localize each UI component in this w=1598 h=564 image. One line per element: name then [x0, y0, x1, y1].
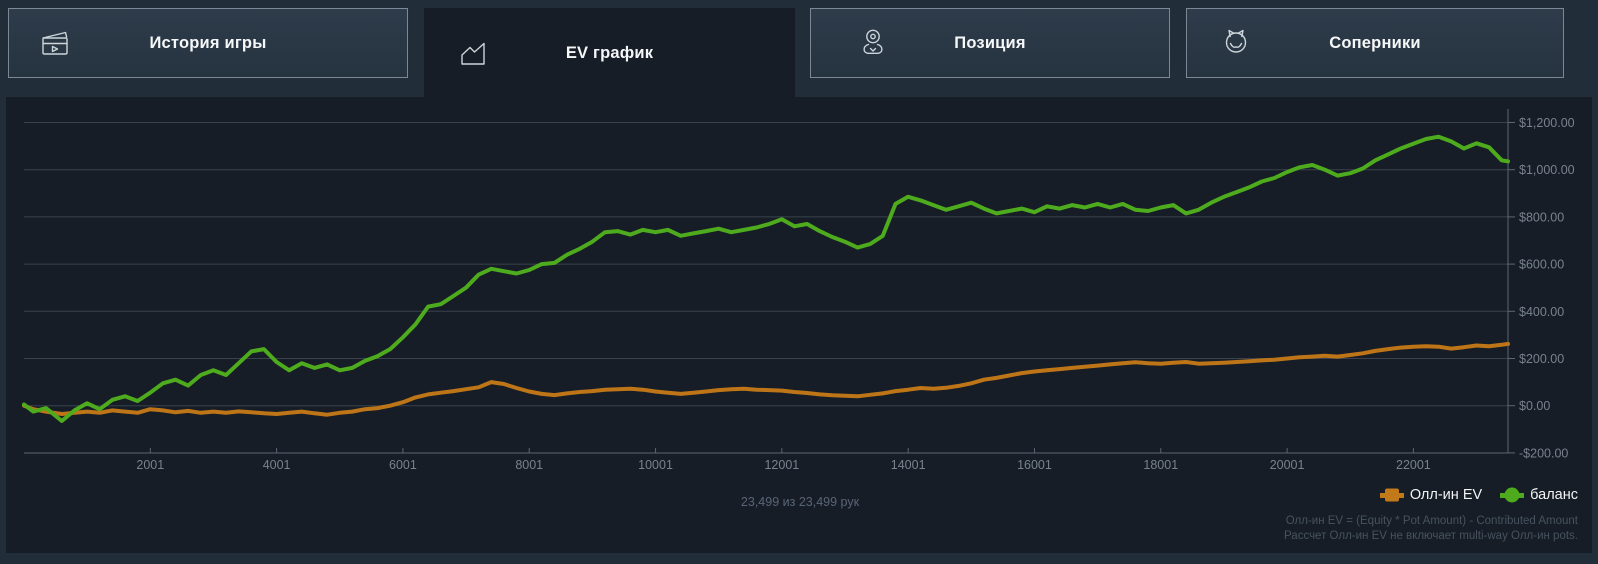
svg-text:4001: 4001 [263, 458, 291, 472]
tab-position[interactable]: Позиция [810, 8, 1170, 78]
tab-label: Позиция [954, 33, 1026, 52]
footnote-line-2: Рассчет Олл-ин EV не включает multi-way … [1284, 530, 1578, 542]
tab-label: История игры [149, 33, 267, 52]
legend-label: баланс [1530, 487, 1578, 503]
hands-counter: 23,499 из 23,499 рук [740, 495, 860, 509]
ev-graph-panel: $1,200.00 $1,000.00 $800.00 $600.00 $400.00 $… [6, 97, 1592, 553]
svg-text:-$200.00: -$200.00 [1519, 446, 1568, 460]
clapperboard-icon [37, 25, 73, 61]
chart-legend: Олл-ин EV баланс [1379, 487, 1578, 503]
legend-item-balance[interactable]: баланс [1500, 487, 1578, 503]
tab-opponents[interactable]: Соперники [1186, 8, 1564, 78]
ev-formula-footnote: Олл-ин EV = (Equity * Pot Amount) - Cont… [978, 514, 1578, 544]
svg-text:$1,200.00: $1,200.00 [1519, 116, 1575, 130]
tab-ev-graph[interactable]: EV график [424, 8, 795, 98]
ev-chart[interactable]: $1,200.00 $1,000.00 $800.00 $600.00 $400.00 $… [6, 97, 1592, 553]
footnote-line-1: Олл-ин EV = (Equity * Pot Amount) - Cont… [1285, 515, 1578, 527]
location-pin-icon [855, 25, 891, 61]
svg-text:20001: 20001 [1270, 458, 1305, 472]
balance-marker-icon [1500, 487, 1525, 503]
svg-text:$0.00: $0.00 [1519, 399, 1550, 413]
svg-text:6001: 6001 [389, 458, 417, 472]
tab-label: Соперники [1329, 33, 1421, 52]
allin-ev-marker-icon [1379, 488, 1404, 502]
tab-label: EV график [565, 43, 654, 62]
svg-text:10001: 10001 [638, 458, 673, 472]
tab-game-history[interactable]: История игры [8, 8, 408, 78]
svg-text:2001: 2001 [136, 458, 164, 472]
svg-text:$200.00: $200.00 [1519, 352, 1564, 366]
opponent-face-icon [1218, 25, 1254, 61]
line-chart-icon [455, 35, 491, 71]
svg-text:12001: 12001 [764, 458, 799, 472]
svg-text:$800.00: $800.00 [1519, 210, 1564, 224]
svg-text:$1,000.00: $1,000.00 [1519, 163, 1575, 177]
svg-text:8001: 8001 [515, 458, 543, 472]
svg-text:16001: 16001 [1017, 458, 1052, 472]
svg-text:$600.00: $600.00 [1519, 258, 1564, 272]
svg-text:14001: 14001 [891, 458, 926, 472]
svg-text:18001: 18001 [1143, 458, 1178, 472]
legend-item-allin-ev[interactable]: Олл-ин EV [1379, 487, 1483, 503]
svg-text:22001: 22001 [1396, 458, 1431, 472]
svg-text:$400.00: $400.00 [1519, 305, 1564, 319]
legend-label: Олл-ин EV [1409, 487, 1483, 503]
